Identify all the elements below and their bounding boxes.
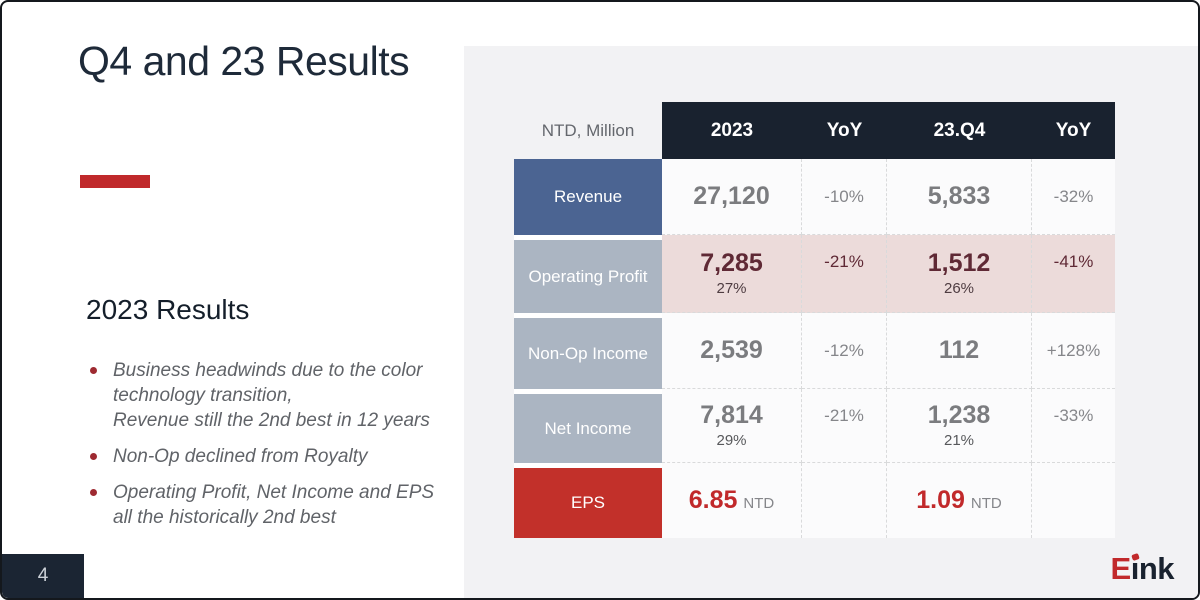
bullet-line: technology transition, — [113, 385, 293, 406]
section-heading: 2023 Results — [86, 294, 250, 325]
table-cell: 7,285 27% — [662, 235, 802, 313]
table-cell: 6.85 NTD — [662, 463, 802, 538]
eink-logo-ink: ınk — [1131, 551, 1175, 587]
row-label-revenue: Revenue — [514, 159, 662, 235]
bullet-line: Non-Op declined from Royalty — [113, 446, 368, 467]
table-cell: 2,539 — [662, 313, 802, 389]
row-label-operating-profit: Operating Profit — [514, 235, 662, 313]
table-cell: 1.09 NTD — [887, 463, 1032, 538]
accent-dash — [80, 175, 150, 188]
value-q4: 1,238 — [927, 400, 991, 429]
margin-2023: 27% — [716, 279, 747, 297]
bullet-icon — [90, 453, 97, 460]
yoy-2023: -21% — [824, 252, 864, 271]
list-item: Non-Op declined from Royalty — [90, 444, 490, 469]
column-header-yoy: YoY — [802, 102, 887, 159]
table-cell: -21% — [802, 235, 887, 313]
yoy-q4: +128% — [1046, 340, 1101, 360]
value-2023: 27,120 — [693, 182, 770, 210]
value-2023: 7,814 — [700, 400, 763, 429]
table-cell: -41% — [1032, 235, 1115, 313]
eps-value-2023: 6.85 — [688, 486, 738, 514]
eps-value-q4: 1.09 — [916, 486, 965, 514]
bullet-icon — [90, 489, 97, 496]
value-2023: 7,285 — [700, 248, 763, 277]
table-cell: 7,814 29% — [662, 389, 802, 463]
eink-logo-e: E — [1110, 551, 1132, 586]
margin-q4: 26% — [943, 279, 975, 297]
list-item: Business headwinds due to the color tech… — [90, 358, 490, 433]
row-label-eps: EPS — [514, 463, 662, 538]
yoy-2023: -10% — [824, 186, 864, 206]
margin-2023: 29% — [716, 431, 747, 449]
value-q4: 5,833 — [927, 182, 991, 210]
yoy-q4: -33% — [1053, 406, 1094, 425]
table-cell-empty — [1032, 463, 1115, 538]
table-cell: -32% — [1032, 159, 1115, 235]
column-header-2023: 2023 — [662, 102, 802, 159]
value-2023: 2,539 — [700, 336, 763, 364]
bullet-list: Business headwinds due to the color tech… — [90, 358, 490, 541]
table-cell: 1,238 21% — [887, 389, 1032, 463]
column-header-yoy2: YoY — [1032, 102, 1115, 159]
bullet-text: Business headwinds due to the color tech… — [113, 358, 430, 433]
margin-q4: 21% — [943, 431, 975, 449]
bullet-line: Operating Profit, Net Income and EPS — [113, 482, 435, 503]
column-header-23q4: 23.Q4 — [887, 102, 1032, 159]
row-label-nonop-income: Non-Op Income — [514, 313, 662, 389]
bullet-line: all the historically 2nd best — [113, 507, 336, 528]
results-table: NTD, Million 2023 YoY 23.Q4 YoY Revenue … — [514, 102, 1115, 538]
bullet-text: Operating Profit, Net Income and EPS all… — [113, 480, 434, 530]
table-cell: +128% — [1032, 313, 1115, 389]
page-number-badge: 4 — [2, 554, 84, 598]
bullet-icon — [90, 367, 97, 374]
value-q4: 112 — [938, 336, 980, 364]
bullet-line: Business headwinds due to the color — [113, 360, 423, 381]
table-cell: 27,120 — [662, 159, 802, 235]
eps-unit-q4: NTD — [970, 495, 1002, 512]
bullet-text: Non-Op declined from Royalty — [113, 444, 368, 469]
value-q4: 1,512 — [927, 248, 991, 277]
table-cell-empty — [802, 463, 887, 538]
yoy-q4: -32% — [1053, 186, 1094, 206]
yoy-2023: -12% — [824, 340, 864, 360]
table-cell: 5,833 — [887, 159, 1032, 235]
row-label-net-income: Net Income — [514, 389, 662, 463]
list-item: Operating Profit, Net Income and EPS all… — [90, 480, 490, 530]
page-number: 4 — [37, 565, 49, 586]
table-cell: -10% — [802, 159, 887, 235]
table-cell: -33% — [1032, 389, 1115, 463]
table-cell: -12% — [802, 313, 887, 389]
page-title: Q4 and 23 Results — [78, 38, 410, 84]
yoy-2023: -21% — [824, 406, 864, 425]
eps-unit-2023: NTD — [743, 495, 775, 512]
table-unit-label: NTD, Million — [541, 120, 635, 140]
table-cell: 112 — [887, 313, 1032, 389]
table-cell: 1,512 26% — [887, 235, 1032, 313]
bullet-line: Revenue still the 2nd best in 12 years — [113, 410, 430, 431]
table-cell: -21% — [802, 389, 887, 463]
yoy-q4: -41% — [1053, 252, 1094, 271]
